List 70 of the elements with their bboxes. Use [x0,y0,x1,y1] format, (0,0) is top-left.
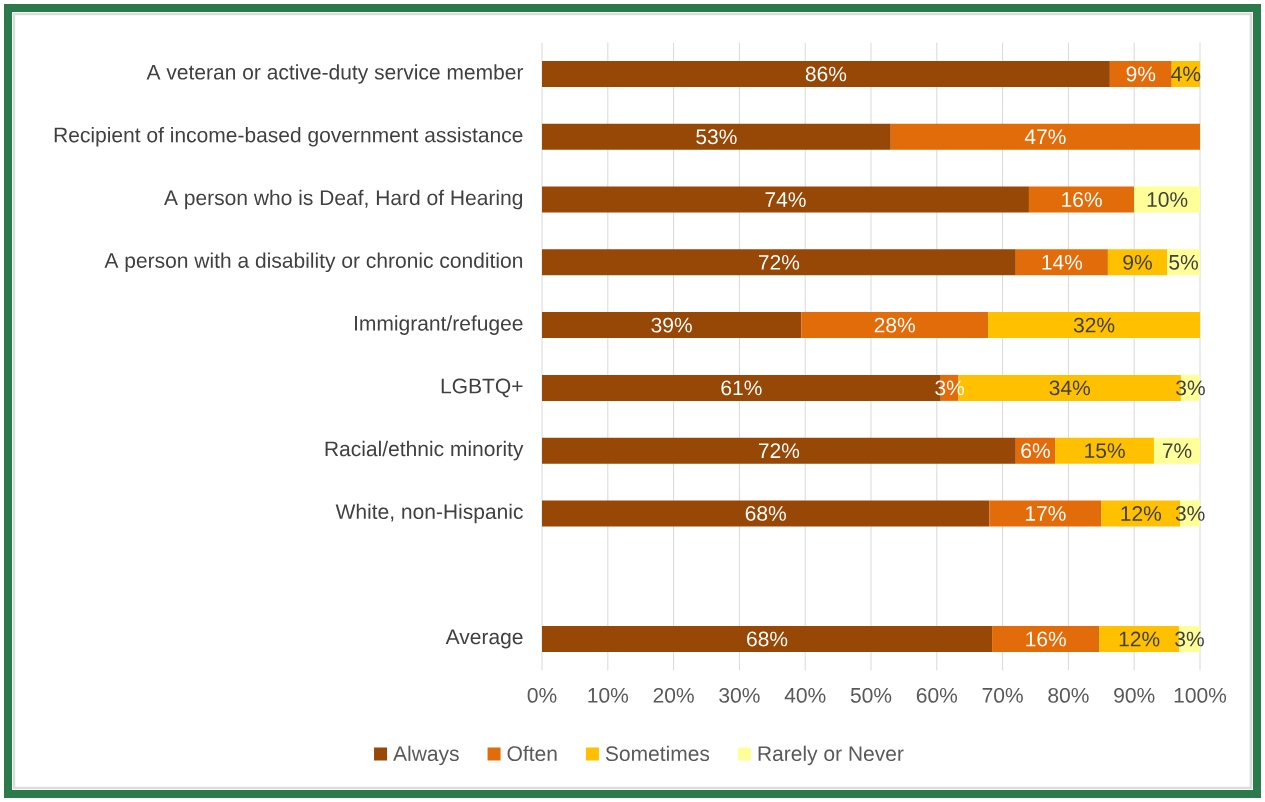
legend-label: Sometimes [605,745,710,762]
bar [1015,249,1108,276]
data-label: 74% [765,192,806,207]
data-label: 9% [1123,254,1152,270]
bar [1028,186,1135,213]
x-tick-label: 50% [850,687,892,703]
data-label: 15% [1085,443,1125,459]
data-label: 47% [1024,129,1066,145]
data-label: 16% [1062,192,1102,207]
bar [542,312,802,339]
data-label: 6% [1021,443,1050,459]
bar [542,437,1016,464]
data-label: 72% [758,443,800,459]
y-tick-label: Racial/ethnic minority [325,440,524,461]
bar [542,186,1029,213]
bar [992,626,1100,652]
data-label: 53% [696,129,737,145]
data-label: 5% [1169,254,1198,270]
data-label: 34% [1049,380,1090,396]
y-tick-label: White, non-Hispanic [335,503,523,524]
bar [988,312,1201,339]
data-label: 7% [1162,443,1192,459]
bar [890,123,1201,150]
data-label: 39% [651,317,692,333]
x-tick-label: 30% [719,687,760,703]
data-label: 10% [1147,192,1188,207]
data-label: 28% [874,317,915,333]
bar [989,500,1102,527]
data-label: 9% [1126,66,1156,82]
x-tick-label: 100% [1174,687,1227,703]
data-label: 68% [747,631,788,647]
x-tick-label: 90% [1114,687,1155,703]
bar [1109,60,1172,87]
x-tick-label: 60% [916,687,958,703]
data-label: 14% [1042,254,1083,270]
bar [542,500,990,527]
y-tick-label: A person with a disability or chronic condition [104,252,523,273]
y-tick-label: Immigrant/refugee [355,315,523,335]
legend-label: Often [507,745,557,762]
data-label: 61% [721,380,762,396]
y-tick-label: LGBTQ+ [441,378,523,398]
x-tick-label: 20% [653,687,694,703]
bar [542,123,891,150]
bar [542,626,993,652]
data-label: 32% [1073,317,1115,333]
y-tick-label: Recipient of income-based government assistance [54,126,523,147]
data-label: 16% [1026,631,1066,647]
bar [1107,249,1168,276]
data-label: 12% [1119,631,1160,647]
data-label: 68% [745,506,786,521]
bar [1153,437,1201,464]
bar [801,312,989,339]
data-label: 3% [935,380,965,396]
data-label: 86% [805,66,847,82]
x-tick-label: 40% [784,687,826,703]
x-tick-label: 70% [982,687,1023,703]
data-label: 72% [758,254,800,270]
data-label: 17% [1025,506,1066,521]
bar [1055,437,1154,464]
y-tick-label: A person who is Deaf, Hard of Hearing [164,189,523,210]
y-tick-label: A veteran or active-duty service member [146,64,524,84]
bar [542,249,1016,276]
x-tick-label: 0% [527,687,557,703]
legend-label: Always [393,745,459,766]
x-tick-label: 80% [1048,687,1089,703]
y-tick-label: Average [445,629,523,649]
x-tick-label: 10% [588,687,629,703]
legend-label: Rarely or Never [758,745,904,766]
bar [542,60,1110,87]
data-label: 12% [1121,506,1162,521]
